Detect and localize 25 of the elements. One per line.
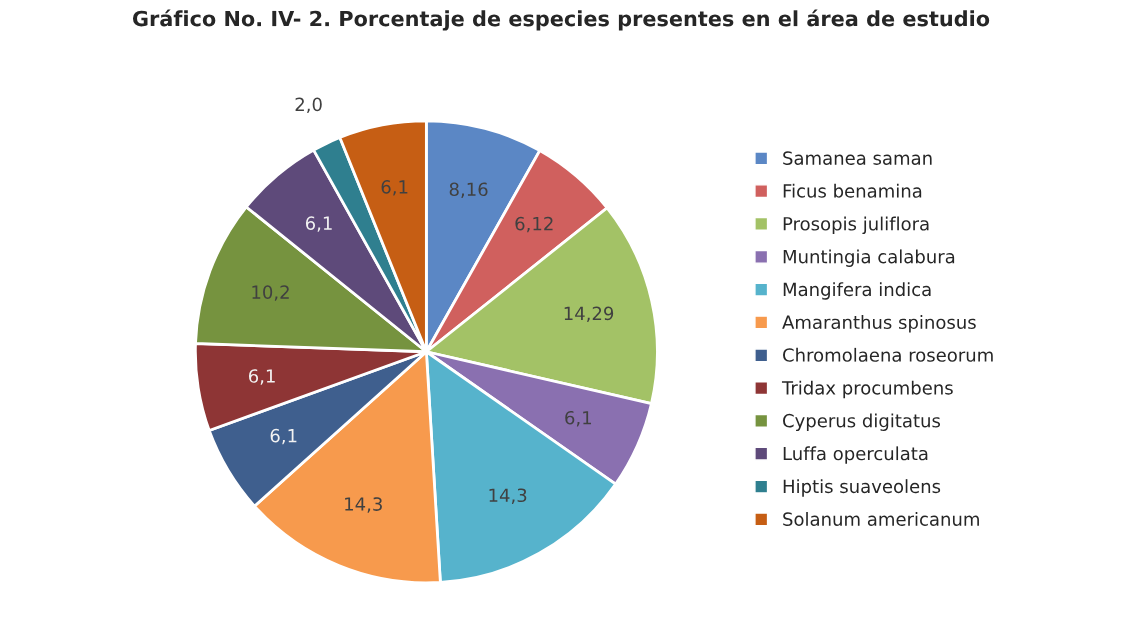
data-label: 6,1 bbox=[270, 428, 297, 445]
data-label: 6,1 bbox=[248, 369, 275, 385]
legend-label: Prosopis juliflora bbox=[783, 216, 929, 235]
legend-label: Chromolaena roseorum bbox=[783, 347, 993, 362]
legend-label: Cyperus digitatus bbox=[783, 413, 941, 431]
legend-label: Amaranthus spinosus bbox=[782, 315, 976, 333]
legend-label: Luffa operculata bbox=[783, 446, 928, 464]
legend-label: Mangifera indica bbox=[783, 282, 931, 300]
data-label: 6,1 bbox=[381, 180, 408, 196]
legend-label: Ficus benamina bbox=[783, 183, 922, 198]
data-label: 14,29 bbox=[564, 306, 614, 323]
data-label: 14,3 bbox=[489, 488, 527, 504]
legend-label: Samanea saman bbox=[783, 151, 932, 165]
chart-title: Gráfico No. IV- 2. Porcentaje de especies presentes en el área de estudio bbox=[132, 9, 990, 31]
data-label: 10,2 bbox=[252, 285, 289, 301]
data-label: 2,0 bbox=[295, 97, 322, 113]
legend-label: Solanum americanum bbox=[783, 511, 979, 526]
data-label: 6,1 bbox=[565, 410, 592, 427]
legend-label: Hiptis suaveolens bbox=[783, 479, 941, 497]
data-label: 8,16 bbox=[449, 182, 488, 198]
data-label: 6,1 bbox=[305, 216, 332, 232]
legend-label: Tridax procumbens bbox=[781, 380, 953, 399]
data-label: 6,12 bbox=[515, 216, 553, 233]
legend-label: Muntingia calabura bbox=[783, 249, 955, 267]
data-label: 14,3 bbox=[345, 497, 382, 513]
